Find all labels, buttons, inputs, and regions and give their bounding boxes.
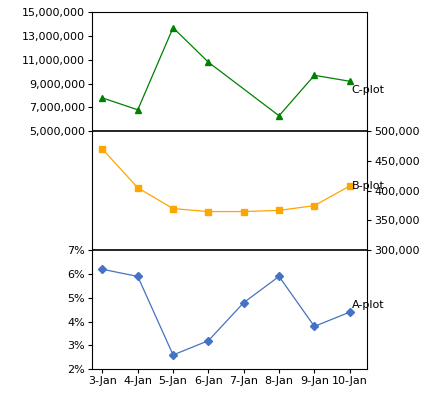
Text: B-plot: B-plot: [352, 181, 384, 191]
Text: A-plot: A-plot: [352, 300, 384, 310]
Text: C-plot: C-plot: [352, 85, 384, 95]
